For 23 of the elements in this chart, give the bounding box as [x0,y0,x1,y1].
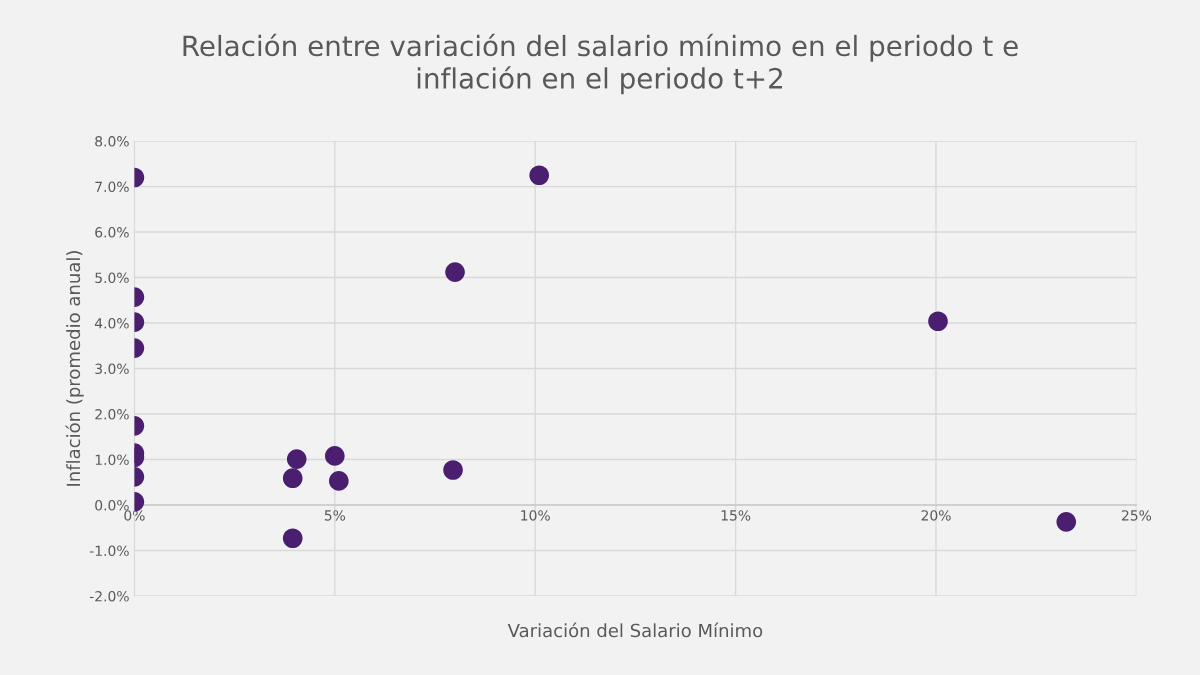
y-tick-label: 5.0% [95,272,129,284]
y-tick-label: 8.0% [95,136,129,147]
y-tick-label: -2.0% [89,590,129,602]
y-axis-title: Inflación (promedio anual) [65,251,84,486]
x-tick-label: 0% [124,510,145,521]
x-axis-title: Variación del Salario Mínimo [507,622,763,638]
y-tick-label: 7.0% [95,181,129,193]
y-tick-label: -1.0% [89,545,129,556]
x-tick-label: 20% [921,510,951,521]
point [529,165,550,186]
x-tick-label: 15% [721,510,751,521]
x-tick-label: 25% [1121,510,1152,521]
x-tick-label: 10% [521,510,550,521]
y-tick-label: 0.0% [95,500,129,511]
y-tick-label: 6.0% [95,227,129,238]
x-tick-label: 5% [324,510,346,521]
point [445,262,465,282]
point [443,460,463,480]
y-tick-label: 3.0% [95,363,129,375]
y-tick-label: 2.0% [95,409,129,420]
y-tick-label: 4.0% [94,318,129,329]
y-tick-label: 1.0% [95,454,129,466]
chart-title: Relación entre variación del salario mínimo en el periodo t e inflación en el periodo t+2 [183,33,1018,95]
